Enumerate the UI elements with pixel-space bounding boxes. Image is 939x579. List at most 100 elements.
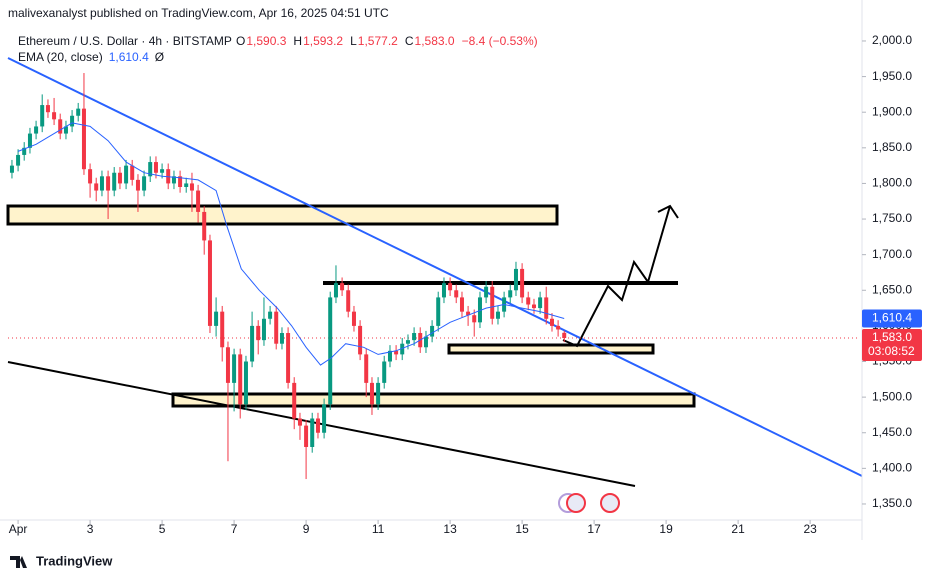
candle-body [22, 147, 27, 155]
zone [171, 392, 696, 408]
candle-body [160, 169, 165, 173]
ohlc-value: 1,590.3 [246, 34, 286, 48]
x-tick-label: 19 [659, 522, 673, 536]
candle-body [81, 108, 86, 170]
candle-body [448, 283, 453, 291]
candle-body [513, 268, 518, 291]
candle-body [286, 333, 291, 383]
candle-body [207, 240, 212, 326]
candle-body [387, 350, 392, 362]
brand: TradingView [36, 553, 113, 568]
ema-line [17, 122, 565, 366]
candle-body [202, 211, 207, 241]
candle-body [484, 286, 489, 298]
candle-body [358, 325, 363, 355]
y-tick-label: 1,500.0 [872, 389, 912, 403]
byline: malivexanalyst published on TradingView.… [8, 6, 389, 20]
candle-body [214, 311, 219, 326]
y-tick-label: 1,400.0 [872, 461, 912, 475]
candle-body [544, 297, 549, 319]
candle-body [189, 183, 194, 191]
candle-body [112, 172, 117, 191]
candle-body [376, 382, 381, 405]
candle-body [130, 165, 135, 180]
candle-body [549, 318, 554, 326]
candle-body [63, 126, 68, 134]
y-tick-label: 1,800.0 [872, 176, 912, 190]
candle-body [538, 297, 543, 309]
candle-body [238, 354, 243, 405]
candle-body [274, 311, 279, 344]
candle-body [153, 162, 158, 173]
last-price-tag [862, 329, 922, 362]
candle-body [52, 112, 57, 120]
candle-body [220, 311, 225, 348]
candle-body [99, 176, 104, 191]
y-tick-label: 1,650.0 [872, 282, 912, 296]
candle-body [34, 126, 39, 134]
candle-body [268, 311, 273, 319]
candle-body [351, 311, 356, 326]
x-tick-label: 23 [803, 522, 817, 536]
candle-body [333, 283, 338, 298]
ohlc-value: 1,577.2 [358, 34, 398, 48]
candle-body [394, 350, 399, 355]
candle-body [184, 183, 189, 187]
candle-body [171, 176, 176, 184]
x-tick-label: 5 [159, 522, 166, 536]
x-tick-label: 9 [303, 522, 310, 536]
x-tick-label: 15 [515, 522, 529, 536]
candle-body [466, 311, 471, 316]
candle-body [45, 105, 50, 113]
candle-body [297, 418, 302, 426]
y-tick-label: 1,450.0 [872, 425, 912, 439]
last-price-label: 1,583.0 [872, 330, 912, 344]
indicator-symbol: Ø [155, 50, 164, 64]
candle-body [243, 361, 248, 405]
candle-body [58, 119, 63, 134]
y-tick-label: 1,850.0 [872, 140, 912, 154]
candle-body [279, 333, 284, 344]
candle-body [88, 169, 93, 184]
candle-body [405, 340, 410, 344]
y-tick-label: 1,750.0 [872, 211, 912, 225]
zone [6, 204, 559, 226]
event-icon[interactable] [566, 493, 586, 513]
indicator-value: 1,610.4 [109, 50, 149, 64]
candle-body [27, 133, 32, 148]
candle-body [16, 154, 21, 166]
candle-body [328, 297, 333, 405]
x-tick-label: Apr [9, 522, 28, 536]
candle-body [178, 176, 183, 187]
trend-line [7, 361, 636, 487]
projection-arrow [562, 205, 671, 348]
event-icon[interactable] [600, 493, 620, 513]
candle-body [135, 179, 140, 191]
candle-body [508, 290, 513, 298]
candle-body [490, 286, 495, 319]
candle-body [124, 165, 129, 184]
candle-body [495, 311, 500, 319]
y-tick-label: 2,000.0 [872, 33, 912, 47]
candle-body [256, 325, 261, 341]
x-tick-label: 7 [231, 522, 238, 536]
ema-tag [862, 309, 922, 328]
candle-body [196, 190, 201, 212]
candle-body [292, 382, 297, 419]
drawings [6, 57, 863, 513]
candle-body [400, 343, 405, 355]
candle-body [472, 315, 477, 323]
ema-tag-label: 1,610.4 [872, 311, 912, 325]
candle-body [520, 268, 525, 298]
brand-logo [10, 556, 27, 568]
candle-body [250, 325, 255, 362]
y-tick-label: 1,900.0 [872, 104, 912, 118]
x-tick-label: 13 [443, 522, 457, 536]
candle-body [106, 176, 111, 191]
candle-body [526, 297, 531, 305]
y-tick-label: 1,950.0 [872, 69, 912, 83]
candle-body [412, 333, 417, 341]
legend: Ethereum / U.S. Dollar · 4h · BITSTAMP E… [18, 34, 538, 64]
arrow-head [657, 204, 679, 219]
